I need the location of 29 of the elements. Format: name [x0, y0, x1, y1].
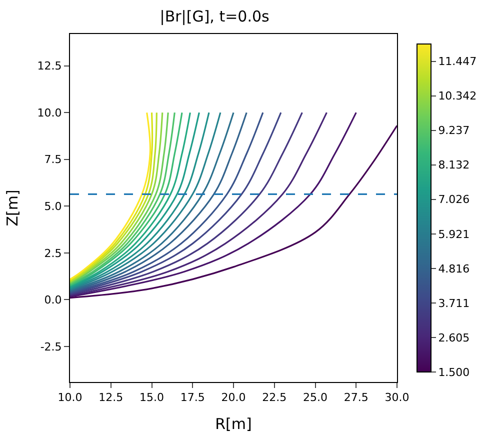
color-bar-label: 1.500	[438, 366, 470, 379]
color-bar-label: 8.132	[438, 158, 470, 172]
x-tick-label: 30.0	[384, 391, 410, 404]
x-axis-title: R[m]	[215, 415, 252, 434]
color-bar-label: 2.605	[438, 331, 470, 344]
color-bar-label: 11.447	[438, 55, 477, 68]
x-tick-label: 25.0	[303, 391, 328, 404]
y-tick-label: 0.0	[44, 294, 62, 307]
y-tick-label: 12.5	[37, 60, 62, 73]
color-bar-label: 3.711	[438, 296, 470, 310]
y-tick-label: 7.5	[44, 153, 62, 166]
y-tick-label: 2.5	[44, 246, 62, 260]
y-tick-label: 5.0	[44, 200, 62, 213]
x-tick-label: 10.0	[58, 391, 82, 404]
x-tick-label: 22.5	[262, 391, 287, 404]
y-tick-label: 10.0	[37, 106, 62, 120]
x-tick-label: 27.5	[344, 391, 368, 404]
x-tick-label: 12.5	[98, 391, 124, 404]
y-axis-title: Z[m]	[4, 190, 22, 226]
x-tick-label: 20.0	[221, 391, 246, 404]
x-tick-label: 17.5	[180, 391, 205, 404]
color-bar-label: 10.342	[438, 90, 477, 103]
color-bar-label: 9.237	[438, 124, 470, 138]
chart-title: |Br|[G], t=0.0s	[160, 8, 270, 26]
x-tick-label: 15.0	[140, 391, 164, 404]
y-tick-label: -2.5	[40, 340, 62, 354]
color-bar-label: 5.921	[438, 228, 470, 241]
color-bar-label: 4.816	[438, 262, 470, 276]
color-bar-label: 7.026	[438, 193, 470, 206]
